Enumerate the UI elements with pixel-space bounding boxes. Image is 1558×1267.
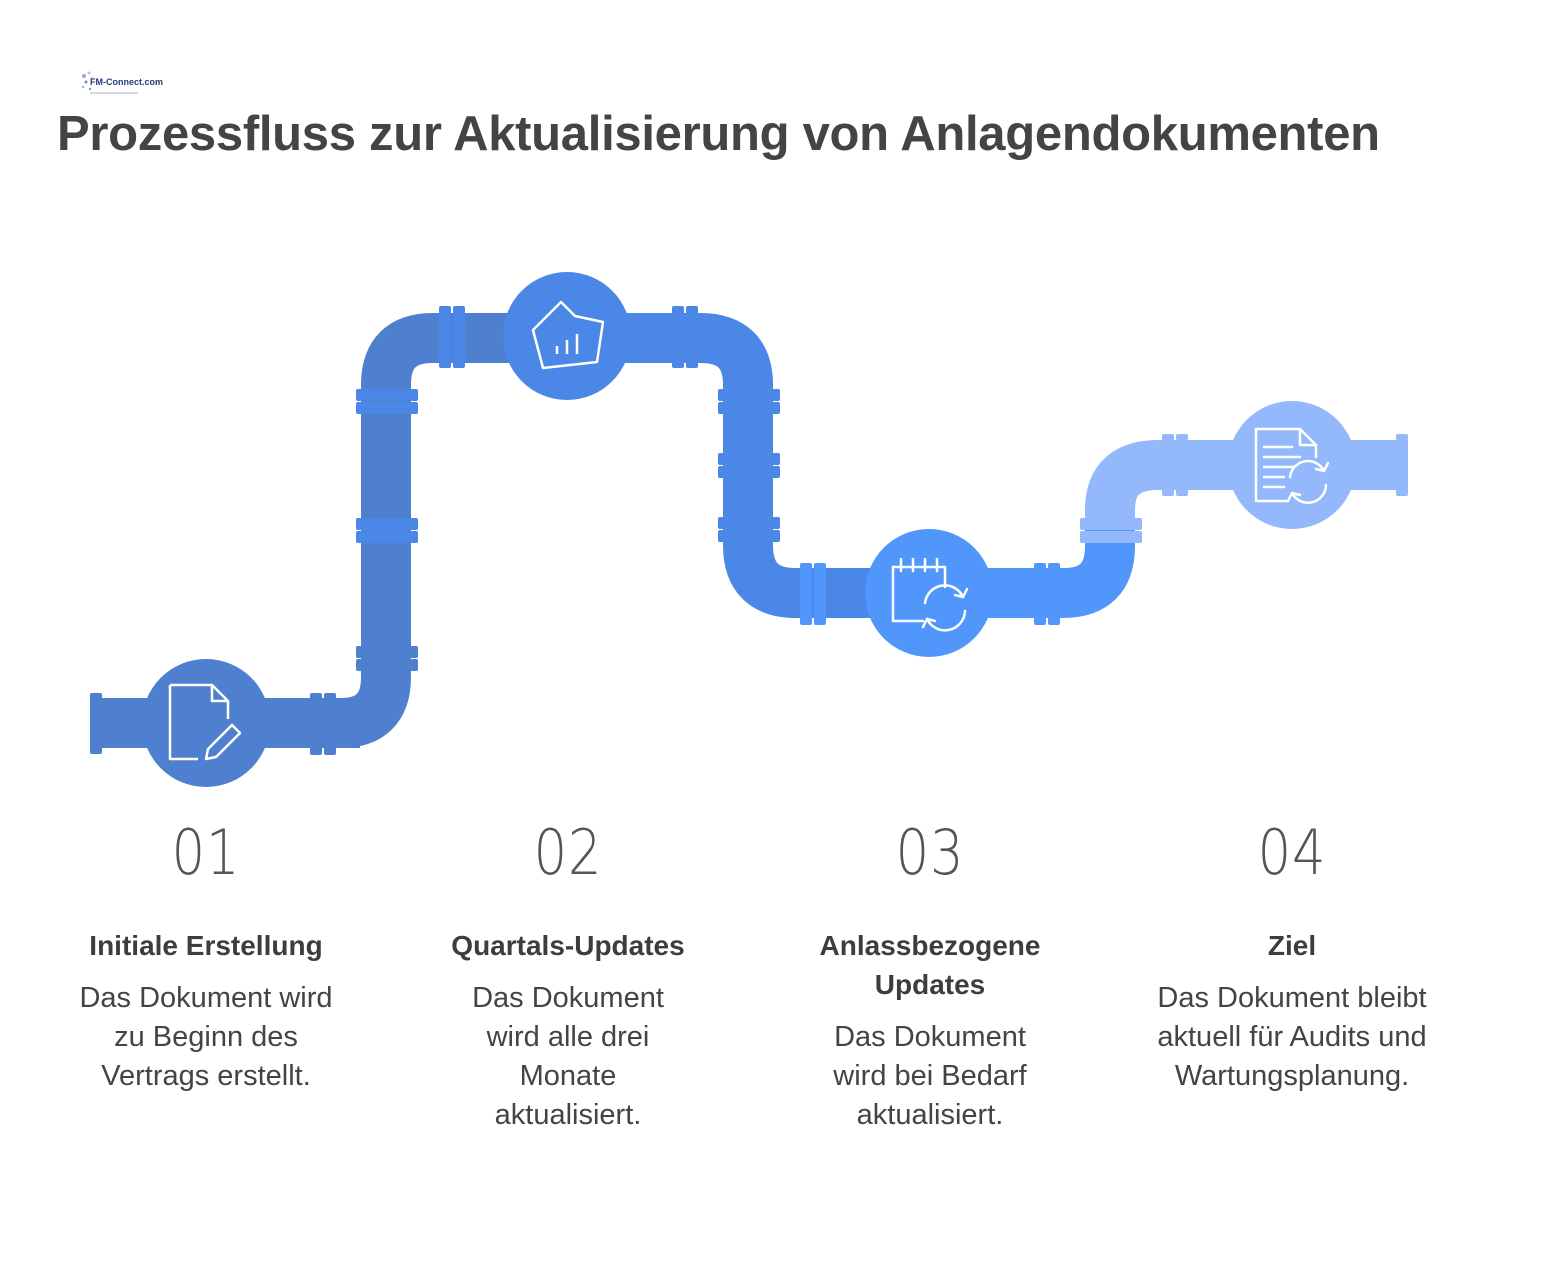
step-3-node <box>865 529 993 657</box>
step-title: Quartals-Updates <box>451 930 685 961</box>
pipe-segment-3 <box>980 512 1135 618</box>
pipeline-diagram <box>90 272 1408 787</box>
step-description: Das Dokument wird zu Beginn des Vertrags… <box>79 982 333 1092</box>
step-description: Das Dokument wird bei Bedarf aktualisier… <box>833 1021 1027 1131</box>
page-title: Prozessfluss zur Aktualisierung von Anla… <box>57 107 1380 161</box>
step-description: Das Dokument bleibt aktuell für Audits u… <box>1157 982 1427 1092</box>
step-description: Das Dokument wird alle drei Monate aktua… <box>472 982 664 1131</box>
pipe-segment-4 <box>1085 440 1240 535</box>
document-edit-icon <box>168 683 242 761</box>
logo-text: FM-Connect.com <box>90 77 163 87</box>
step-number: 04 <box>1257 816 1327 889</box>
step-2-node <box>503 272 631 400</box>
pipe-flanges <box>90 306 1408 755</box>
step-3: 03 Anlassbezogene Updates Das Dokument w… <box>780 822 1080 1135</box>
step-4: 04 Ziel Das Dokument bleibt aktuell für … <box>1142 822 1442 1096</box>
step-number: 01 <box>171 816 241 889</box>
step-title: Anlassbezogene Updates <box>819 930 1041 1000</box>
step-title: Ziel <box>1267 930 1317 961</box>
fm-connect-logo: FM-Connect.com <box>80 70 163 98</box>
step-2: 02 Quartals-Updates Das Dokument wird al… <box>418 822 718 1135</box>
step-4-node <box>1228 401 1356 529</box>
step-number: 02 <box>533 816 603 889</box>
step-number: 03 <box>895 816 965 889</box>
step-1-node <box>142 659 270 787</box>
document-refresh-icon <box>1254 427 1330 504</box>
pipe-segment-2 <box>620 313 880 618</box>
chart-icon <box>531 300 605 370</box>
calendar-refresh-icon <box>891 557 969 632</box>
logo-dots-icon <box>81 71 138 94</box>
step-1: 01 Initiale Erstellung Das Dokument wird… <box>56 822 356 1096</box>
step-title: Initiale Erstellung <box>89 930 323 961</box>
